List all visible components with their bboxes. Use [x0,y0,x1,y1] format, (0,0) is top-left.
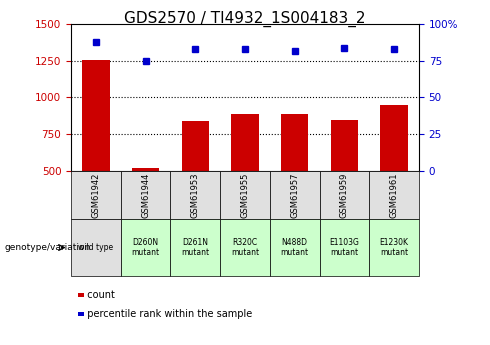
Text: GSM61942: GSM61942 [92,172,100,218]
Text: E1230K
mutant: E1230K mutant [380,238,409,257]
Bar [319,171,369,219]
Text: D260N
mutant: D260N mutant [131,238,160,257]
Bar [369,171,419,219]
Text: GSM61961: GSM61961 [390,172,398,218]
Text: wild type: wild type [78,243,114,252]
Bar [281,114,308,171]
Text: GSM61959: GSM61959 [340,172,349,218]
Bar [380,105,408,171]
Text: GDS2570 / TI4932_1S004183_2: GDS2570 / TI4932_1S004183_2 [124,10,366,27]
Bar [71,171,121,219]
Bar [331,120,358,171]
Bar [270,171,319,219]
Text: R320C
mutant: R320C mutant [231,238,259,257]
Bar [220,171,270,219]
Text: D261N
mutant: D261N mutant [181,238,209,257]
Bar [82,60,110,171]
Text: GSM61953: GSM61953 [191,172,200,218]
Bar [319,219,369,276]
Bar [121,171,171,219]
Bar [71,219,121,276]
Bar [369,219,419,276]
Bar [220,219,270,276]
Text: count: count [81,290,115,300]
Text: genotype/variation: genotype/variation [5,243,91,252]
Text: GSM61957: GSM61957 [290,172,299,218]
Bar [132,168,159,171]
Bar [270,219,319,276]
Bar [78,293,84,297]
Text: GSM61955: GSM61955 [241,172,249,218]
Bar [121,219,171,276]
Text: E1103G
mutant: E1103G mutant [329,238,359,257]
Bar [171,171,220,219]
Text: GSM61944: GSM61944 [141,172,150,218]
Bar [231,114,259,171]
Bar [78,312,84,316]
Bar [182,121,209,171]
Text: N488D
mutant: N488D mutant [281,238,309,257]
Text: percentile rank within the sample: percentile rank within the sample [81,309,252,319]
Bar [171,219,220,276]
